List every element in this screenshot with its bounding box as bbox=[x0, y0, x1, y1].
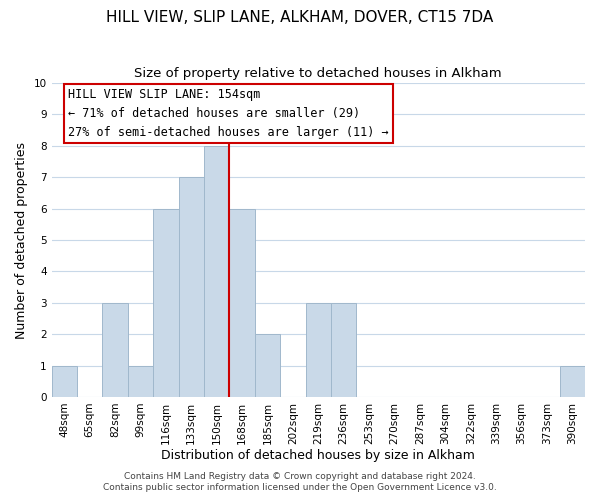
Bar bbox=[103, 303, 128, 397]
Text: Contains HM Land Registry data © Crown copyright and database right 2024.
Contai: Contains HM Land Registry data © Crown c… bbox=[103, 472, 497, 492]
Bar bbox=[305, 303, 331, 397]
X-axis label: Distribution of detached houses by size in Alkham: Distribution of detached houses by size … bbox=[161, 450, 475, 462]
Bar bbox=[255, 334, 280, 397]
Bar bbox=[204, 146, 229, 397]
Bar bbox=[52, 366, 77, 397]
Bar bbox=[331, 303, 356, 397]
Text: HILL VIEW, SLIP LANE, ALKHAM, DOVER, CT15 7DA: HILL VIEW, SLIP LANE, ALKHAM, DOVER, CT1… bbox=[106, 10, 494, 25]
Title: Size of property relative to detached houses in Alkham: Size of property relative to detached ho… bbox=[134, 68, 502, 80]
Y-axis label: Number of detached properties: Number of detached properties bbox=[15, 142, 28, 338]
Bar bbox=[229, 208, 255, 397]
Bar bbox=[179, 177, 204, 397]
Text: HILL VIEW SLIP LANE: 154sqm
← 71% of detached houses are smaller (29)
27% of sem: HILL VIEW SLIP LANE: 154sqm ← 71% of det… bbox=[68, 88, 389, 139]
Bar bbox=[128, 366, 153, 397]
Bar bbox=[153, 208, 179, 397]
Bar bbox=[560, 366, 585, 397]
